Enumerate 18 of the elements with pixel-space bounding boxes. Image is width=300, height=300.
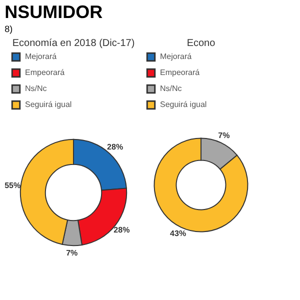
data-label: 28% bbox=[107, 142, 124, 152]
text: 8) bbox=[4, 24, 13, 34]
legend-label: Empeorará bbox=[160, 68, 200, 77]
chart-title: Econo bbox=[186, 38, 216, 49]
legend-label: Mejorará bbox=[160, 52, 192, 61]
data-label: 43% bbox=[170, 228, 186, 238]
text: NSUMIDOR bbox=[4, 2, 103, 22]
data-label: 55% bbox=[4, 180, 21, 190]
legend-label: Ns/Nc bbox=[25, 84, 47, 93]
legend-label: Ns/Nc bbox=[160, 84, 182, 93]
legend-label: Mejorará bbox=[25, 52, 58, 61]
chart-title: Economía en 2018 (Dic-17) bbox=[12, 38, 135, 49]
legend-label: Seguirá igual bbox=[160, 100, 207, 109]
data-label: 7% bbox=[66, 248, 78, 258]
data-label: 7% bbox=[218, 131, 230, 140]
legend-label: Empeorará bbox=[25, 68, 66, 77]
legend-label: Seguirá igual bbox=[25, 100, 72, 109]
data-label: 28% bbox=[114, 225, 130, 234]
